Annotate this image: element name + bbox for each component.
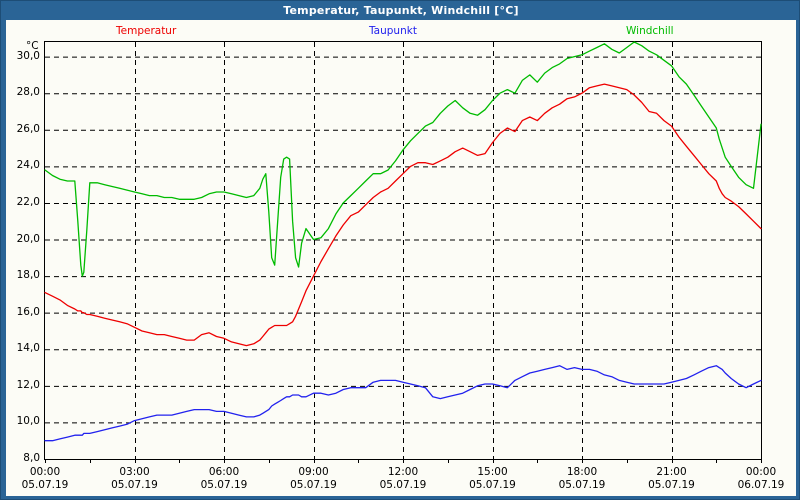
- y-axis-tick-label: 30,0: [16, 49, 40, 62]
- series-line-temperatur: [44, 83, 762, 347]
- series-line-taupunkt: [44, 365, 762, 442]
- legend-label-temperatur: Temperatur: [116, 25, 177, 37]
- y-axis-tick-label: 10,0: [16, 415, 40, 428]
- x-axis-tick-time: 21:00: [656, 466, 687, 478]
- x-axis-tick-date: 05.07.19: [21, 479, 69, 491]
- legend-label-taupunkt: Taupunkt: [369, 25, 417, 37]
- y-axis-tick-label: 8,0: [23, 452, 40, 464]
- y-axis-tick-label: 20,0: [16, 232, 40, 245]
- y-axis-tick-label: 22,0: [16, 195, 40, 208]
- y-axis-tick-label: 12,0: [16, 378, 40, 391]
- x-axis-tick-label: 12:00 05.07.19: [368, 466, 438, 492]
- x-axis-tick-date: 05.07.19: [379, 479, 427, 491]
- x-axis-tick-date: 05.07.19: [648, 479, 695, 491]
- y-axis-tick-label: 24,0: [16, 159, 40, 172]
- x-axis-tick-time: 06:00: [208, 466, 240, 478]
- x-axis-tick-date: 05.07.19: [111, 479, 158, 491]
- x-axis-tick-label: 18:00 05.07.19: [547, 466, 617, 492]
- x-axis-tick-time: 12:00: [387, 466, 419, 478]
- x-axis-tick-label: 03:00 05.07.19: [100, 466, 170, 492]
- x-axis-tick-label: 09:00 05.07.19: [279, 466, 349, 492]
- x-axis-tick-date: 05.07.19: [469, 479, 516, 491]
- y-axis-tick-label: 26,0: [16, 122, 40, 135]
- y-axis-unit-label: °C: [26, 40, 39, 52]
- y-axis-tick-label: 14,0: [16, 342, 40, 355]
- x-axis-tick-date: 06.07.19: [737, 479, 785, 491]
- legend-item-taupunkt: Taupunkt: [369, 25, 417, 37]
- x-axis-tick-label: 00:00 06.07.19: [726, 466, 796, 492]
- x-axis-tick-time: 00:00: [29, 466, 61, 478]
- x-axis-tick-label: 00:00 05.07.19: [10, 466, 80, 492]
- x-axis-tick-time: 18:00: [566, 466, 598, 478]
- chart-canvas: Temperatur Taupunkt Windchill °C 30,0 28,…: [6, 20, 796, 496]
- x-axis-tick-time: 00:00: [745, 466, 777, 478]
- y-axis-tick-label: 16,0: [16, 305, 40, 318]
- y-axis-tick-label: 28,0: [16, 86, 40, 99]
- gridlines: [45, 42, 761, 460]
- x-axis-tick-time: 03:00: [119, 466, 150, 478]
- x-axis-tick-label: 06:00 05.07.19: [189, 466, 259, 492]
- x-axis-tick-time: 15:00: [477, 466, 508, 478]
- x-axis-tick-time: 09:00: [298, 466, 329, 478]
- series-line-windchill: [44, 41, 762, 277]
- data-series: [44, 41, 762, 442]
- x-axis-tick-label: 15:00 05.07.19: [458, 466, 528, 492]
- x-axis-tick-date: 05.07.19: [290, 479, 337, 491]
- legend-label-windchill: Windchill: [626, 25, 674, 37]
- x-axis-tick-date: 05.07.19: [200, 479, 248, 491]
- window-title-bar: Temperatur, Taupunkt, Windchill [°C]: [1, 1, 800, 20]
- plot-area: [44, 41, 762, 463]
- y-axis-tick-label: 18,0: [16, 269, 40, 282]
- axis-ticks: [45, 459, 762, 463]
- x-axis-tick-label: 21:00 05.07.19: [637, 466, 707, 492]
- x-axis-tick-date: 05.07.19: [558, 479, 606, 491]
- legend-item-windchill: Windchill: [626, 25, 674, 37]
- window-title: Temperatur, Taupunkt, Windchill [°C]: [283, 4, 519, 17]
- legend-item-temperatur: Temperatur: [116, 25, 176, 37]
